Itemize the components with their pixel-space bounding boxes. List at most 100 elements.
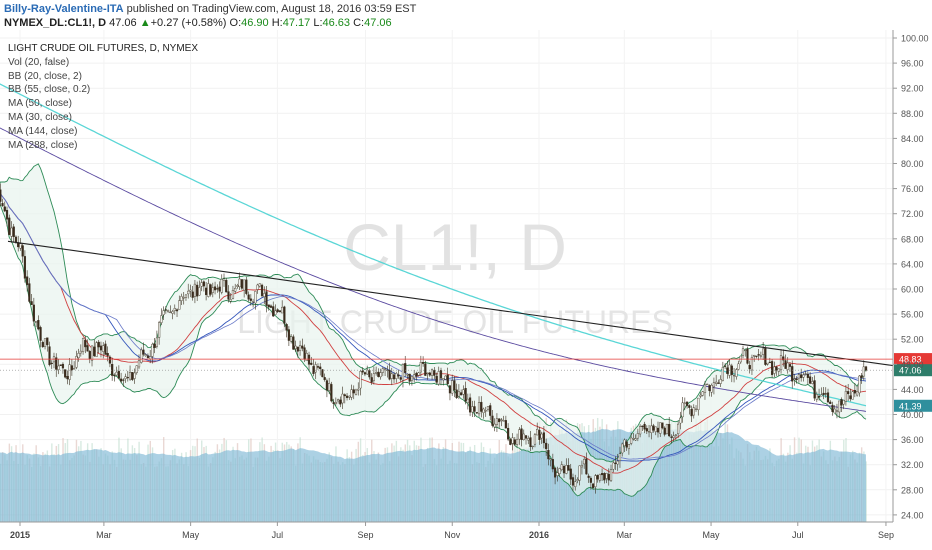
legend-title: LIGHT CRUDE OIL FUTURES, D, NYMEX [8, 43, 199, 54]
candle-body [558, 468, 561, 474]
legend-item-ma288[interactable]: MA (288, close) [8, 139, 78, 151]
candle-body [858, 375, 861, 394]
x-tick-label: Mar [617, 530, 633, 540]
candle-body [683, 402, 686, 404]
candle-body [189, 289, 192, 292]
candle-body [744, 349, 747, 351]
candle-body [849, 395, 852, 400]
candle-body [493, 423, 496, 428]
candle-body [413, 374, 416, 379]
ma-144-line [0, 127, 867, 412]
x-tick-label: Sep [878, 530, 894, 540]
candle-body [234, 287, 237, 292]
candle-body [14, 236, 18, 243]
legend-item-bb55[interactable]: BB (55, close, 0.2) [8, 84, 91, 96]
candle-body [779, 355, 783, 370]
candle-body [533, 434, 537, 445]
candle-body [361, 370, 364, 373]
candle-body [703, 384, 707, 393]
candle-body [809, 376, 812, 384]
symbol-label: NYMEX_DL:CL1!, D [4, 17, 107, 29]
candle-body [222, 278, 226, 281]
candle-body [641, 425, 644, 427]
candle-body [453, 380, 456, 391]
candle-body [254, 291, 257, 304]
candle-body [587, 475, 590, 478]
candle-body [303, 347, 306, 360]
y-tick-label: 84.00 [901, 134, 924, 144]
candle-body [791, 366, 794, 382]
candle-body [37, 320, 40, 330]
candle-body [840, 399, 843, 406]
candle-body [549, 458, 552, 460]
candle-body [390, 373, 393, 379]
candle-body [681, 402, 684, 418]
candle-body [484, 410, 487, 412]
candle-body [231, 290, 235, 299]
candle-body [482, 408, 485, 414]
x-tick-label: 2015 [10, 530, 30, 540]
y-tick-label: 92.00 [901, 84, 924, 94]
candle-body [341, 393, 344, 404]
legend-item-ma144[interactable]: MA (144, close) [8, 125, 78, 137]
candle-body [48, 346, 51, 366]
candle-body [712, 382, 716, 388]
candle-body [388, 369, 391, 380]
candle-body [694, 408, 698, 410]
candle-body [173, 308, 176, 312]
price-label-text: 48.83 [899, 355, 922, 365]
volume-bar [865, 461, 867, 522]
candle-body [220, 278, 223, 293]
candle-body [457, 391, 460, 397]
candle-body [710, 384, 713, 393]
candle-body [133, 372, 136, 379]
candle-body [513, 439, 516, 445]
price-label-box [894, 353, 932, 366]
candle-body [227, 291, 230, 300]
candle-body [238, 278, 241, 287]
candle-body [567, 465, 570, 471]
candle-body [822, 392, 825, 395]
candle-body [788, 364, 792, 367]
candle-body [30, 301, 33, 305]
candle-body [135, 365, 138, 373]
candle-body [200, 282, 203, 287]
candle-body [86, 345, 89, 352]
legend-item-ma30[interactable]: MA (30, close) [8, 111, 72, 123]
candle-body [719, 379, 722, 384]
candle-body [348, 395, 351, 398]
candle-body [609, 469, 613, 481]
candle-body [777, 368, 780, 372]
candle-body [621, 443, 624, 454]
candle-body [784, 360, 787, 369]
candle-body [137, 360, 141, 368]
price-label-box [894, 364, 932, 377]
candle-body [708, 385, 711, 391]
x-tick-label: Jul [272, 530, 284, 540]
candle-body [480, 401, 483, 412]
candle-body [800, 374, 803, 379]
candle-body [128, 371, 132, 380]
legend-item-ma50[interactable]: MA (50, close) [8, 98, 72, 110]
candle-body [661, 422, 664, 429]
candle-body [417, 372, 420, 376]
candle-body [1, 203, 4, 207]
candle-body [34, 321, 38, 323]
candle-body [741, 348, 745, 356]
candle-body [61, 363, 65, 369]
indicator-legend: LIGHT CRUDE OIL FUTURES, D, NYMEX Vol (2… [8, 42, 198, 152]
author-link[interactable]: Billy-Ray-Valentine-ITA [4, 3, 124, 15]
candle-body [377, 371, 380, 377]
legend-item-bb20[interactable]: BB (20, close, 2) [8, 70, 82, 82]
price-chart[interactable]: CL1!, D LIGHT CRUDE OIL FUTURES 48.8347.… [0, 30, 932, 550]
candle-body [426, 372, 429, 374]
y-tick-label: 76.00 [901, 184, 924, 194]
candle-body [236, 285, 239, 287]
candle-body [574, 481, 577, 487]
candle-body [627, 444, 631, 449]
candle-body [180, 296, 183, 301]
legend-item-vol[interactable]: Vol (20, false) [8, 56, 70, 68]
candle-body [553, 467, 557, 478]
price-change: +0.27 (+0.58%) [150, 17, 227, 29]
candle-body [272, 306, 275, 317]
